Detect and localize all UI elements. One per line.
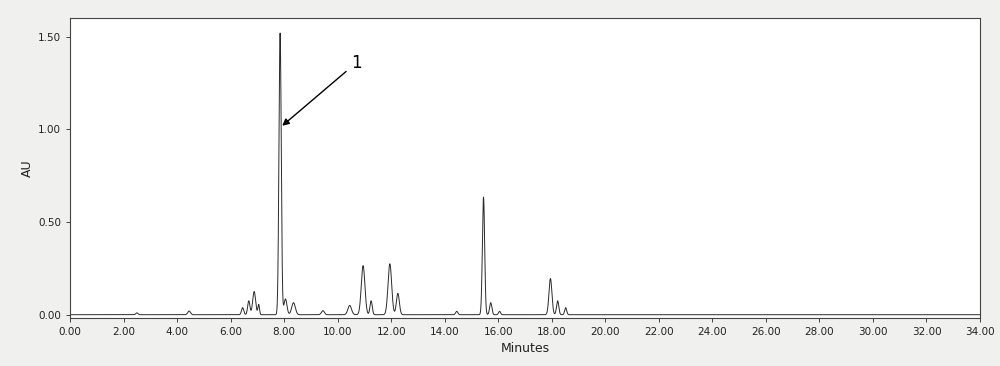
X-axis label: Minutes: Minutes bbox=[500, 341, 550, 355]
Text: 1: 1 bbox=[283, 54, 362, 125]
Y-axis label: AU: AU bbox=[21, 160, 34, 177]
